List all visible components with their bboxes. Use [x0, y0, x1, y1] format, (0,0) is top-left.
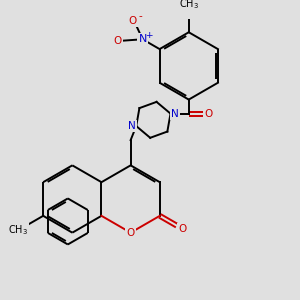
Text: N: N — [128, 121, 136, 131]
Text: N: N — [171, 109, 178, 118]
Text: -: - — [139, 11, 142, 21]
Text: N: N — [138, 34, 147, 44]
Text: O: O — [178, 224, 186, 234]
Text: O: O — [127, 228, 135, 238]
Text: +: + — [145, 32, 152, 40]
Text: O: O — [113, 36, 122, 46]
Text: CH$_3$: CH$_3$ — [179, 0, 199, 11]
Text: O: O — [129, 16, 137, 26]
Text: CH$_3$: CH$_3$ — [8, 224, 28, 237]
Text: O: O — [205, 109, 213, 118]
